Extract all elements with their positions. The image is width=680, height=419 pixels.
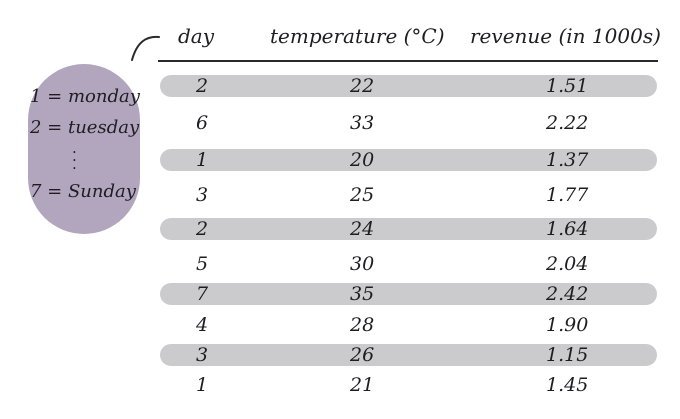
legend-bracket-icon xyxy=(131,35,160,61)
cell-temperature: 30 xyxy=(350,253,375,275)
table-row: 1 21 1.45 xyxy=(160,373,660,397)
cell-temperature: 35 xyxy=(350,283,375,305)
legend-ellipsis: . . . xyxy=(72,139,77,173)
table-row: 4 28 1.90 xyxy=(160,313,660,337)
cell-day: 3 xyxy=(196,344,209,366)
cell-revenue: 1.77 xyxy=(546,184,589,206)
table-row: 2 22 1.51 xyxy=(160,74,660,98)
cell-revenue: 2.22 xyxy=(546,112,589,134)
cell-day: 1 xyxy=(196,149,209,171)
cell-day: 7 xyxy=(196,283,209,305)
header-revenue: revenue (in 1000s) xyxy=(470,24,661,48)
cell-temperature: 33 xyxy=(350,112,375,134)
legend-sunday: 7 = Sunday xyxy=(30,181,136,202)
cell-temperature: 22 xyxy=(350,75,375,97)
legend-bubble xyxy=(28,64,140,234)
cell-revenue: 1.45 xyxy=(546,374,589,396)
cell-revenue: 2.42 xyxy=(546,283,589,305)
cell-temperature: 25 xyxy=(350,184,375,206)
cell-day: 4 xyxy=(196,314,209,336)
cell-revenue: 1.64 xyxy=(546,218,589,240)
cell-temperature: 20 xyxy=(350,149,375,171)
cell-temperature: 21 xyxy=(350,374,375,396)
table-row: 1 20 1.37 xyxy=(160,148,660,172)
table-row: 3 26 1.15 xyxy=(160,343,660,367)
cell-day: 2 xyxy=(196,75,209,97)
cell-revenue: 1.15 xyxy=(546,344,589,366)
table-row: 3 25 1.77 xyxy=(160,183,660,207)
cell-temperature: 24 xyxy=(350,218,375,240)
cell-temperature: 28 xyxy=(350,314,375,336)
table-row: 7 35 2.42 xyxy=(160,282,660,306)
cell-revenue: 1.37 xyxy=(546,149,589,171)
cell-revenue: 1.51 xyxy=(546,75,589,97)
cell-day: 5 xyxy=(196,253,209,275)
table-row: 5 30 2.04 xyxy=(160,252,660,276)
header-divider xyxy=(158,60,658,62)
cell-day: 6 xyxy=(196,112,209,134)
table-row: 6 33 2.22 xyxy=(160,111,660,135)
table-row: 2 24 1.64 xyxy=(160,217,660,241)
cell-temperature: 26 xyxy=(350,344,375,366)
cell-day: 1 xyxy=(196,374,209,396)
header-temperature: temperature (°C) xyxy=(270,24,445,48)
cell-day: 2 xyxy=(196,218,209,240)
legend-tuesday: 2 = tuesday xyxy=(30,117,140,138)
header-day: day xyxy=(178,24,215,48)
cell-revenue: 2.04 xyxy=(546,253,589,275)
cell-day: 3 xyxy=(196,184,209,206)
cell-revenue: 1.90 xyxy=(546,314,589,336)
legend-monday: 1 = monday xyxy=(30,86,140,107)
